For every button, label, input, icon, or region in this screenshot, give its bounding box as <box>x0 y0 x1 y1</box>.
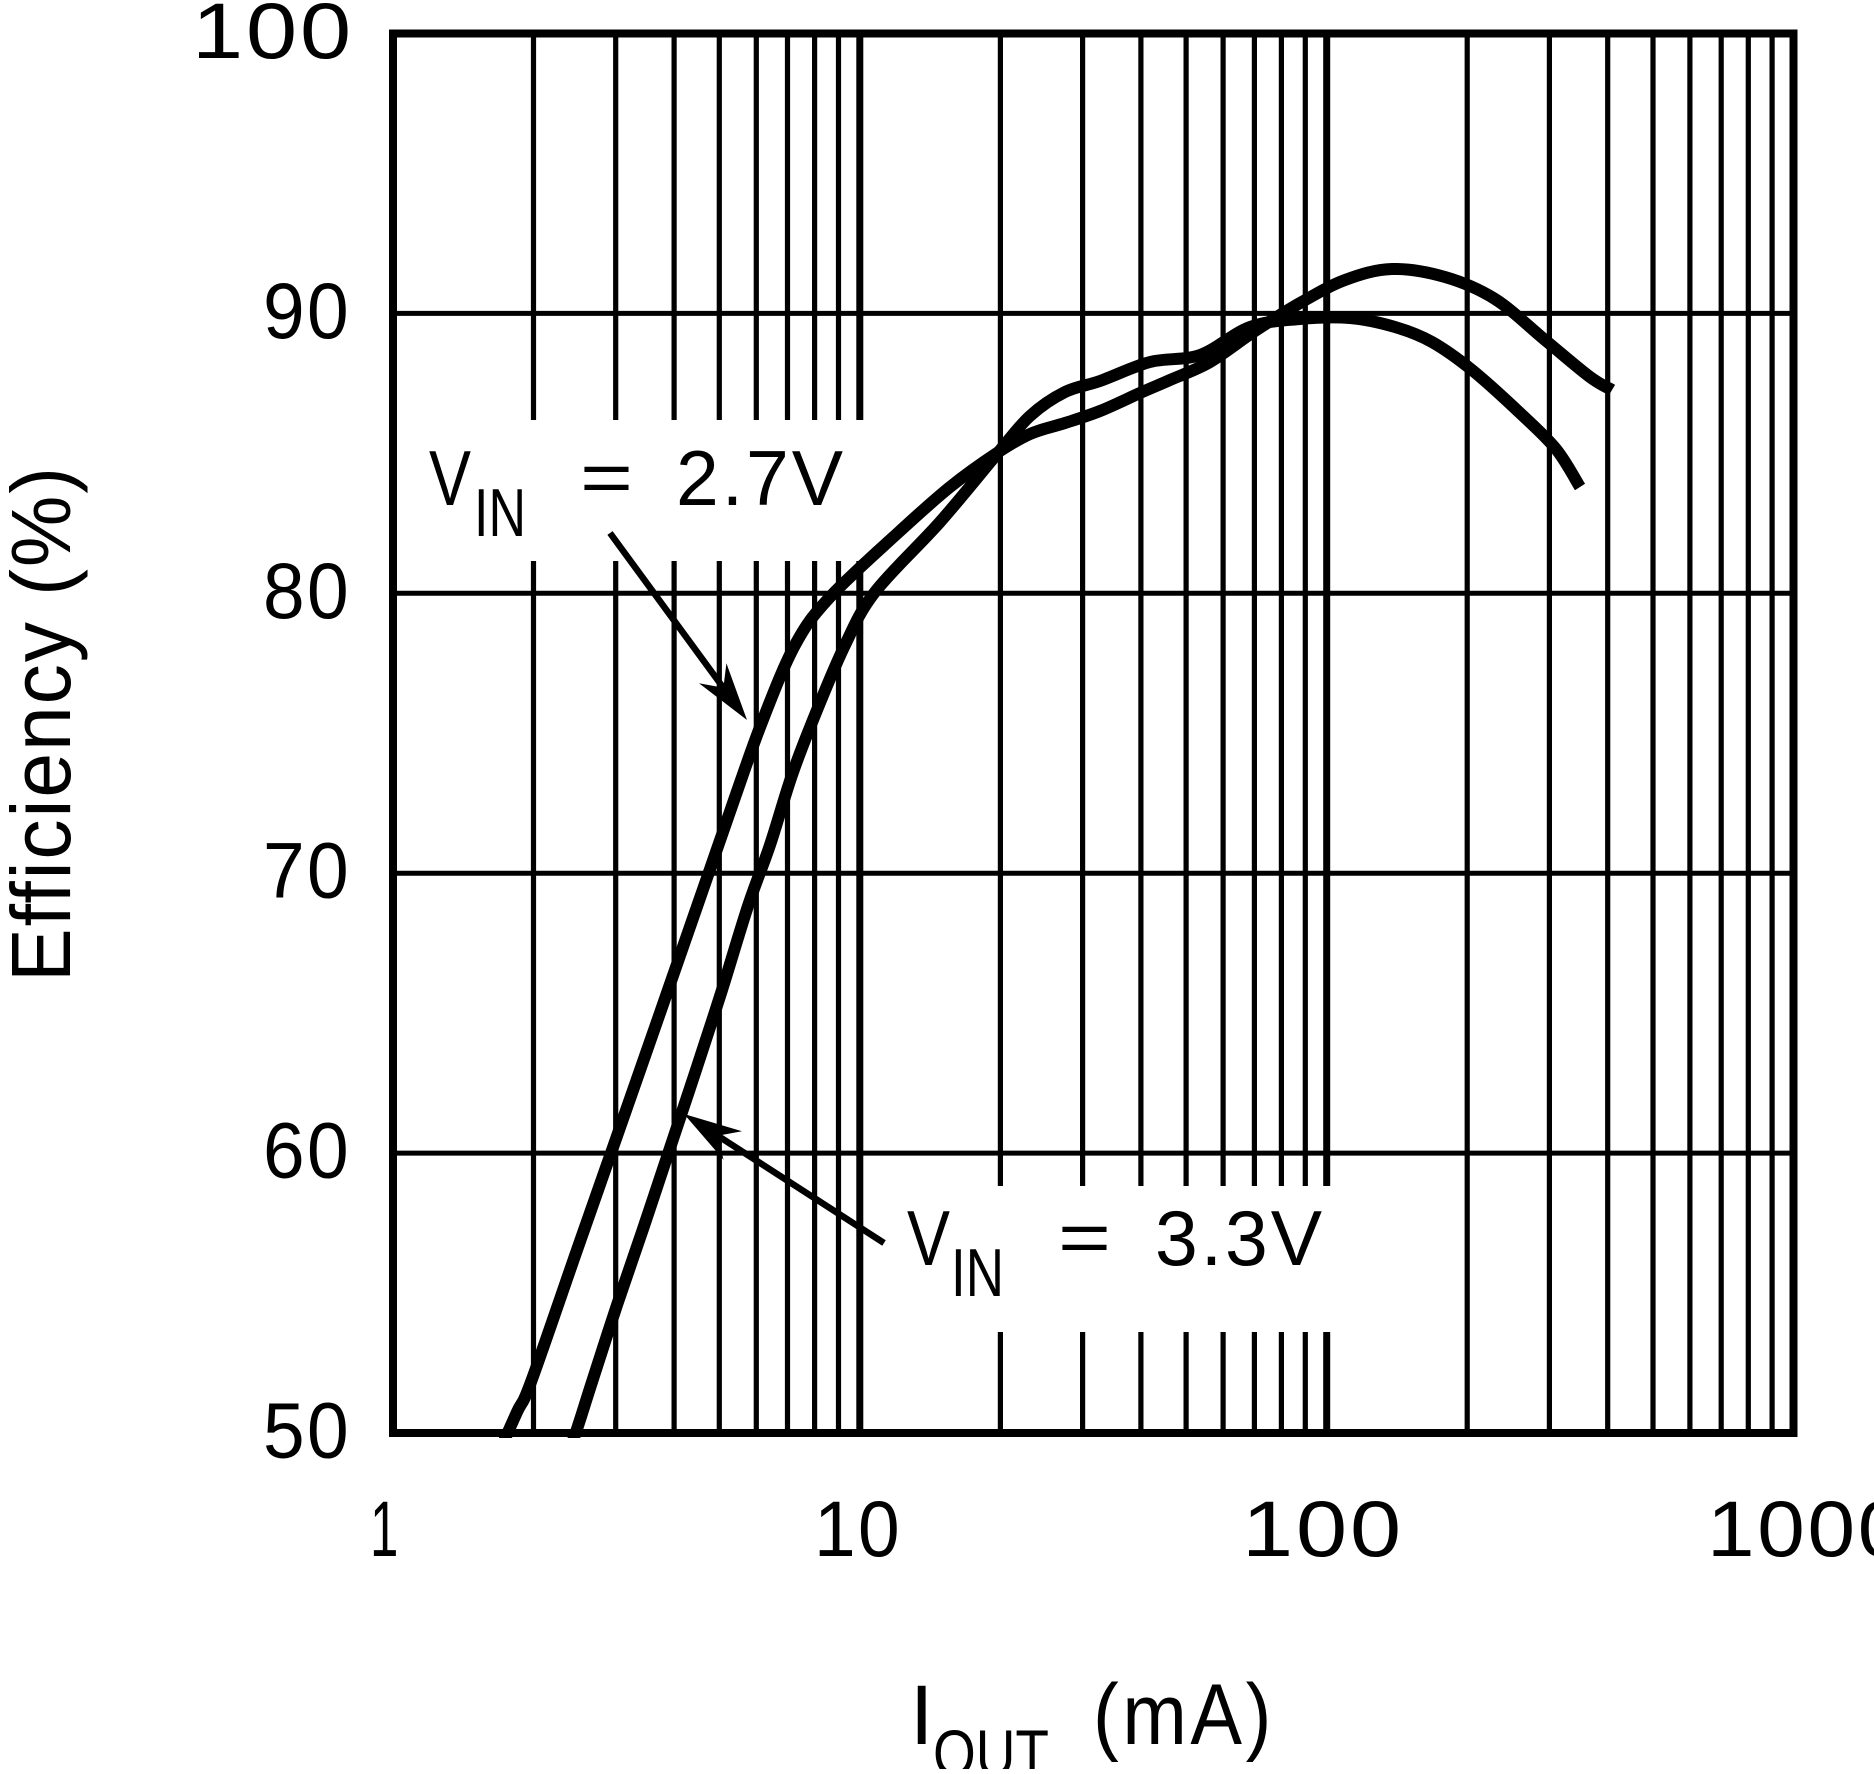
svg-text:3.3V: 3.3V <box>1155 1194 1325 1282</box>
svg-text:50: 50 <box>263 1386 351 1475</box>
svg-text:Efficiency (%): Efficiency (%) <box>0 465 88 982</box>
svg-text:(mA): (mA) <box>1093 1667 1275 1763</box>
svg-text:OUT: OUT <box>933 1716 1049 1769</box>
svg-text:90: 90 <box>263 266 351 355</box>
svg-text:I: I <box>910 1668 933 1762</box>
svg-text:10: 10 <box>814 1484 902 1573</box>
svg-text:100: 100 <box>1242 1484 1404 1573</box>
svg-text:V: V <box>429 434 471 522</box>
svg-text:IN: IN <box>951 1235 1004 1311</box>
svg-text:IN: IN <box>474 475 526 551</box>
svg-text:2.7V: 2.7V <box>676 434 846 522</box>
svg-text:60: 60 <box>263 1106 351 1195</box>
svg-text:1000: 1000 <box>1707 1484 1874 1573</box>
svg-text:=: = <box>580 438 633 518</box>
svg-text:100: 100 <box>192 0 354 75</box>
svg-text:1: 1 <box>370 1484 400 1573</box>
svg-text:80: 80 <box>263 546 351 635</box>
svg-text:V: V <box>907 1194 950 1282</box>
svg-text:=: = <box>1058 1198 1111 1278</box>
svg-text:70: 70 <box>263 826 351 915</box>
